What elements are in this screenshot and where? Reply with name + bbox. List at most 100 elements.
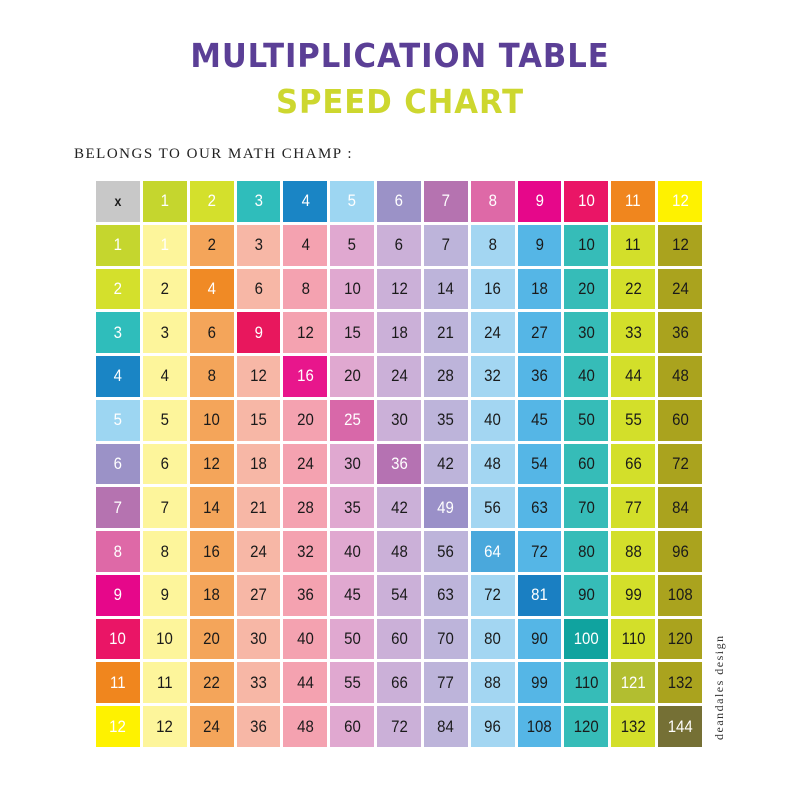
product-cell-text: 30 xyxy=(578,322,595,342)
column-header: 6 xyxy=(377,181,421,222)
product-cell: 66 xyxy=(377,662,421,704)
product-cell-text: 2 xyxy=(207,235,216,255)
product-cell: 16 xyxy=(470,268,515,310)
product-cell: 20 xyxy=(283,399,328,441)
product-cell-text: 20 xyxy=(203,629,220,649)
product-cell-text: 11 xyxy=(156,672,173,692)
product-cell: 16 xyxy=(189,531,234,572)
product-cell: 70 xyxy=(564,487,609,529)
product-cell: 54 xyxy=(517,443,562,485)
product-cell: 90 xyxy=(517,618,562,660)
row-header: 7 xyxy=(96,487,140,529)
product-cell-text: 36 xyxy=(250,716,267,736)
product-cell: 88 xyxy=(470,662,515,704)
product-cell-text: 42 xyxy=(390,497,408,517)
column-header-text: 12 xyxy=(671,191,689,211)
row-header-text: 8 xyxy=(113,541,123,561)
product-cell: 12 xyxy=(236,356,281,397)
product-cell-text: 36 xyxy=(671,322,689,342)
product-cell-text: 16 xyxy=(203,541,220,561)
product-cell: 6 xyxy=(236,268,281,310)
product-cell: 20 xyxy=(189,618,234,660)
product-cell: 24 xyxy=(189,706,234,747)
row-header: 2 xyxy=(96,268,140,310)
square-cell-text: 100 xyxy=(573,629,599,649)
product-cell-text: 14 xyxy=(437,278,455,298)
column-header: 8 xyxy=(470,181,515,222)
product-cell-text: 48 xyxy=(671,366,689,386)
product-cell: 120 xyxy=(658,618,702,660)
product-cell: 48 xyxy=(470,443,515,485)
product-cell: 96 xyxy=(470,706,515,747)
product-cell-text: 3 xyxy=(254,235,263,255)
product-cell: 84 xyxy=(423,706,468,747)
product-cell-text: 24 xyxy=(390,366,408,386)
product-cell: 50 xyxy=(330,618,375,660)
column-header: 4 xyxy=(283,181,328,222)
product-cell-text: 5 xyxy=(160,410,169,430)
product-cell-text: 15 xyxy=(250,410,267,430)
product-cell: 7 xyxy=(423,224,468,266)
product-cell: 72 xyxy=(470,574,515,616)
product-cell-text: 20 xyxy=(343,366,361,386)
product-cell-text: 96 xyxy=(484,716,502,736)
product-cell-text: 24 xyxy=(484,322,502,342)
product-cell-text: 108 xyxy=(527,716,553,736)
row-header-text: 3 xyxy=(113,322,123,342)
product-cell-text: 44 xyxy=(624,366,642,386)
product-cell: 4 xyxy=(142,356,187,397)
product-cell: 48 xyxy=(283,706,328,747)
product-cell-text: 132 xyxy=(667,672,693,692)
square-cell: 25 xyxy=(330,399,375,441)
product-cell-text: 21 xyxy=(250,497,267,517)
product-cell-text: 10 xyxy=(156,629,174,649)
row-header-text: 10 xyxy=(109,629,127,649)
corner-cell: x xyxy=(96,181,140,222)
square-cell: 100 xyxy=(564,618,609,660)
product-cell-text: 56 xyxy=(484,497,502,517)
product-cell: 20 xyxy=(564,268,609,310)
product-cell: 32 xyxy=(283,531,328,572)
product-cell: 12 xyxy=(189,443,234,485)
product-cell: 28 xyxy=(423,356,468,397)
product-cell: 9 xyxy=(517,224,562,266)
product-cell: 66 xyxy=(611,443,656,485)
column-header-text: 7 xyxy=(441,191,451,211)
product-cell-text: 55 xyxy=(624,410,642,430)
product-cell: 108 xyxy=(517,706,562,747)
product-cell: 33 xyxy=(611,312,656,354)
page-subtitle: SPEED CHART xyxy=(275,82,525,121)
product-cell: 10 xyxy=(142,618,187,660)
product-cell: 36 xyxy=(658,312,702,354)
column-header: 7 xyxy=(423,181,468,222)
product-cell: 20 xyxy=(330,356,375,397)
product-cell-text: 110 xyxy=(574,672,599,692)
product-cell-text: 90 xyxy=(578,585,595,605)
product-cell-text: 9 xyxy=(160,585,169,605)
column-header: 2 xyxy=(189,181,234,222)
product-cell-text: 27 xyxy=(531,322,548,342)
corner-cell-text: x xyxy=(114,193,122,210)
product-cell: 24 xyxy=(658,268,702,310)
product-cell: 45 xyxy=(330,574,375,616)
product-cell-text: 35 xyxy=(343,497,361,517)
product-cell: 40 xyxy=(283,618,328,660)
product-cell: 56 xyxy=(423,531,468,572)
product-cell-text: 27 xyxy=(250,585,267,605)
column-header-text: 3 xyxy=(254,191,263,211)
product-cell: 12 xyxy=(377,268,421,310)
product-cell: 42 xyxy=(423,443,468,485)
product-cell: 60 xyxy=(658,399,702,441)
owner-label: BELONGS TO OUR MATH CHAMP : xyxy=(74,146,354,162)
product-cell: 72 xyxy=(377,706,421,747)
product-cell: 24 xyxy=(283,443,328,485)
product-cell: 120 xyxy=(564,706,609,747)
product-cell: 24 xyxy=(470,312,515,354)
product-cell-text: 60 xyxy=(671,410,689,430)
row-header-text: 11 xyxy=(110,672,126,692)
product-cell: 10 xyxy=(330,268,375,310)
product-cell: 48 xyxy=(377,531,421,572)
product-cell-text: 11 xyxy=(625,235,641,255)
product-cell: 24 xyxy=(377,356,421,397)
product-cell-text: 84 xyxy=(671,497,689,517)
